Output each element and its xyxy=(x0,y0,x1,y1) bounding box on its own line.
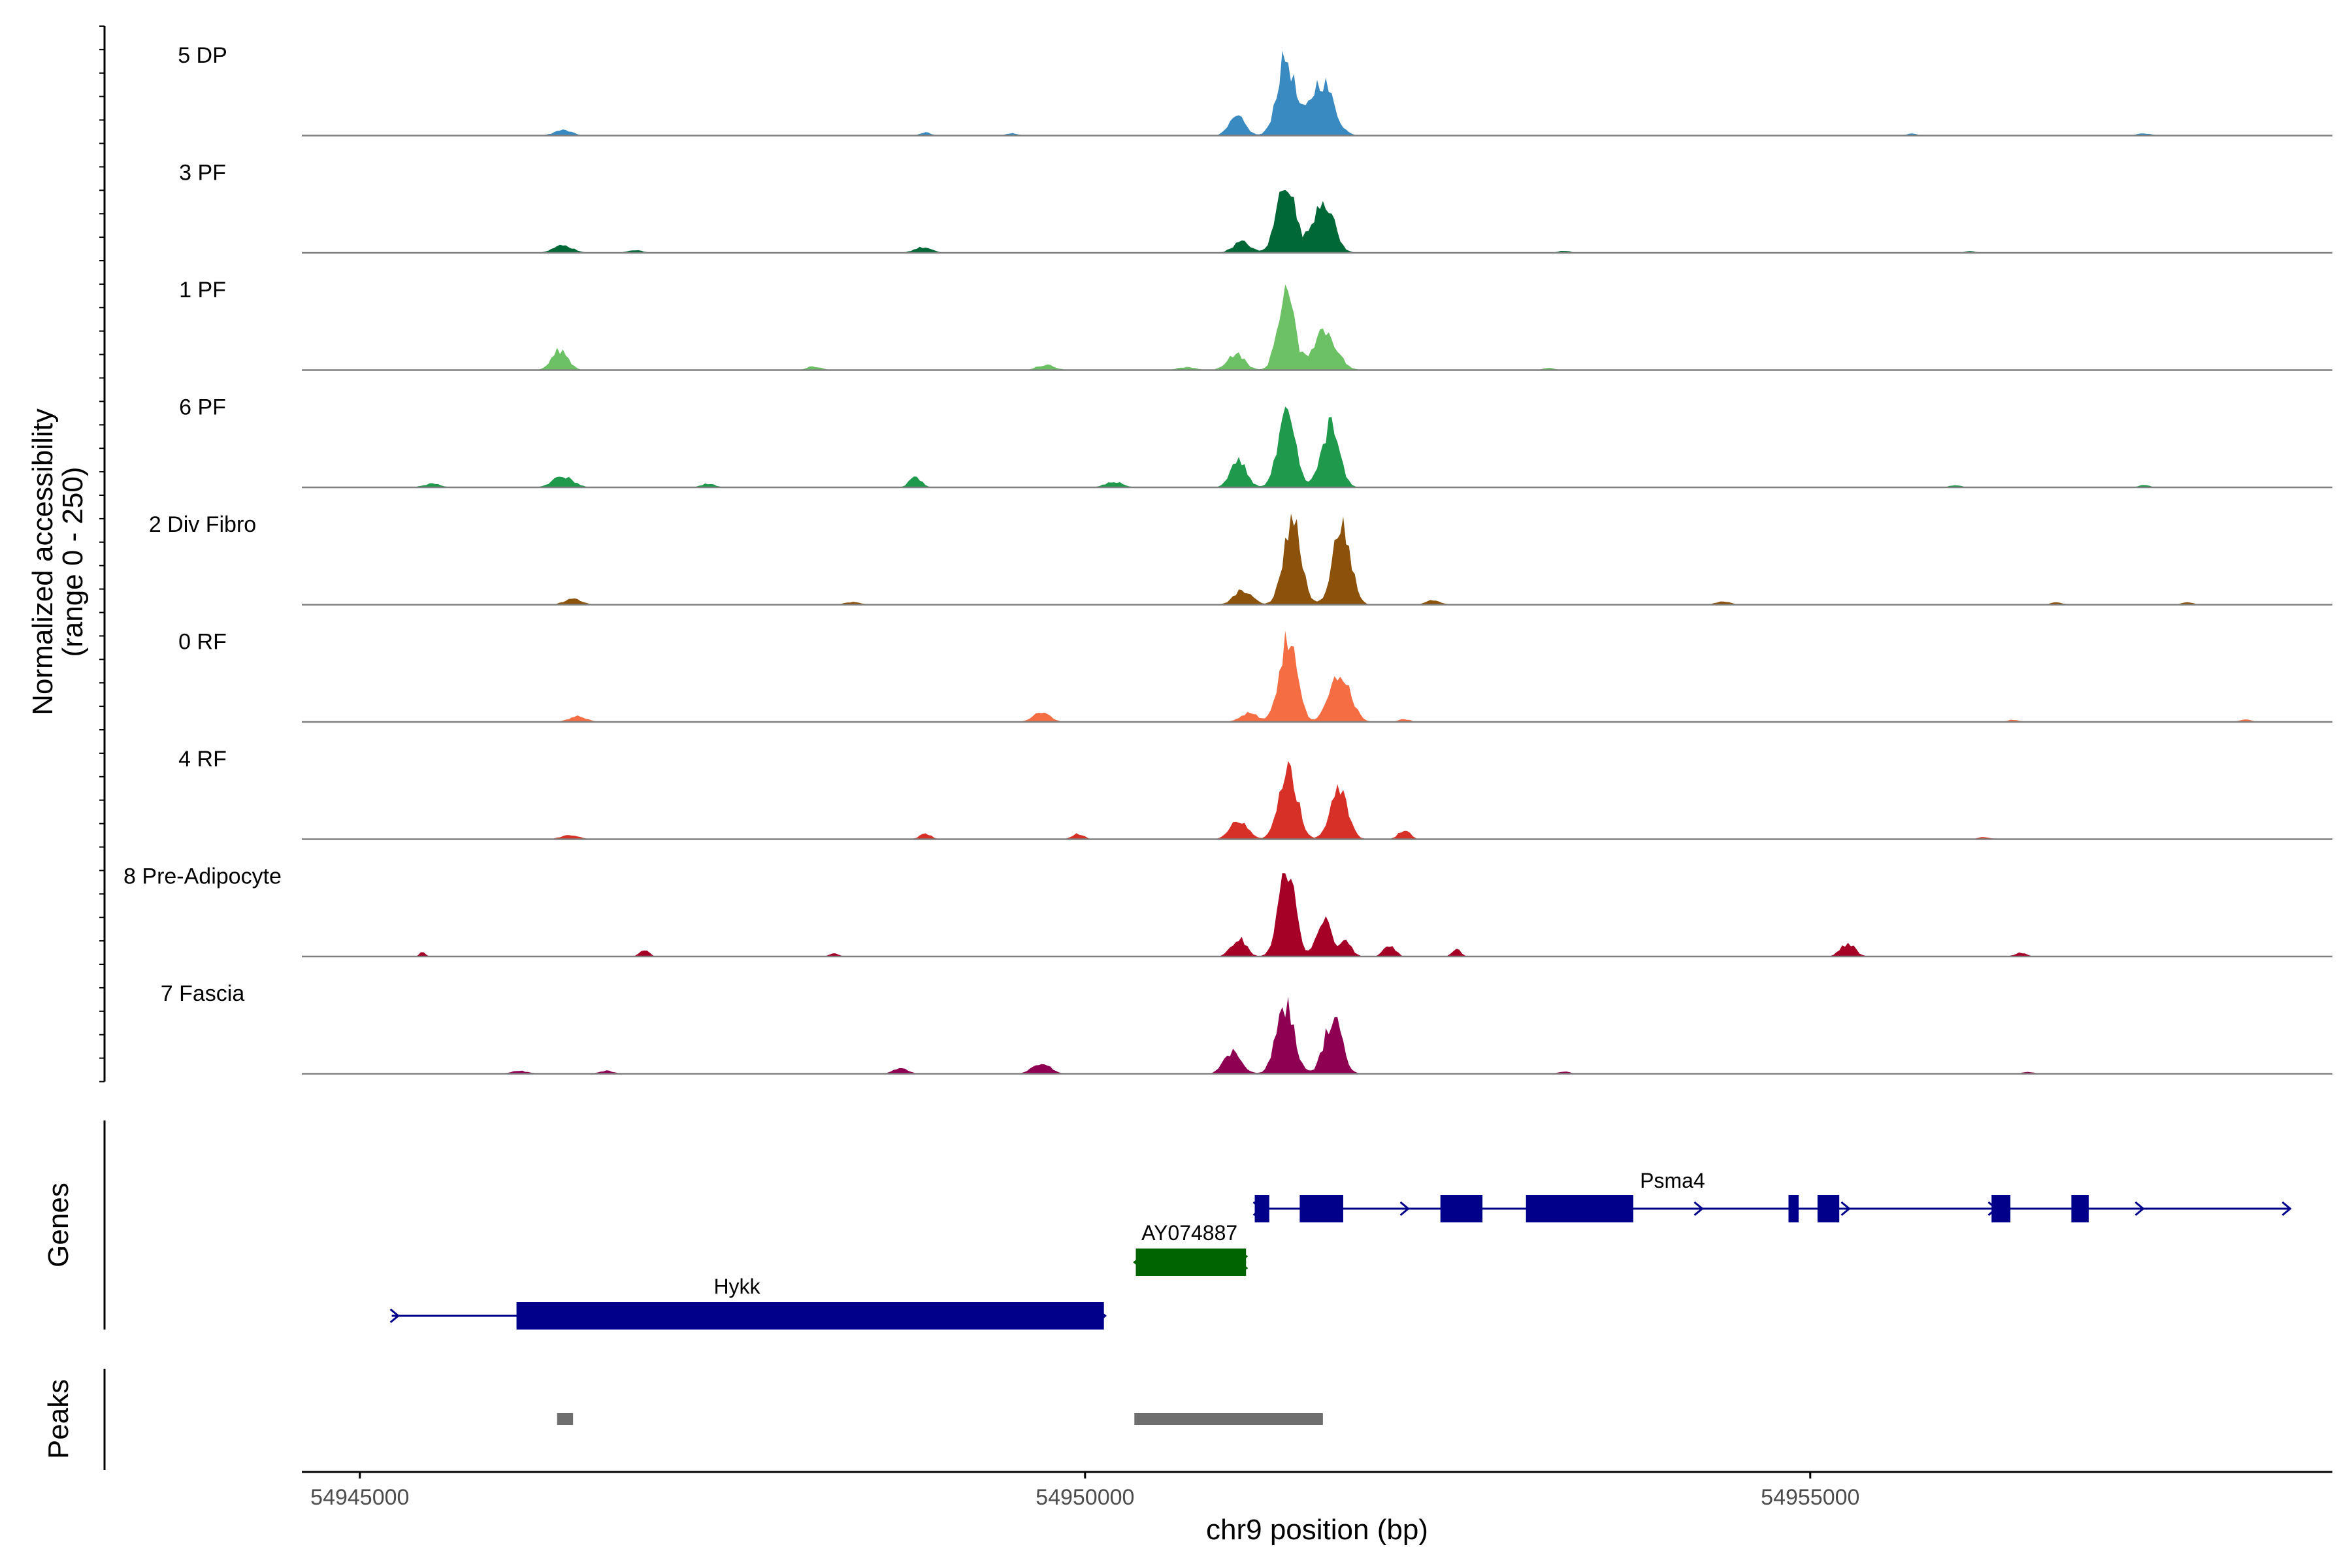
track-7-fascia: 7 Fascia xyxy=(161,981,2332,1075)
track-label: 0 RF xyxy=(178,630,227,655)
y-axis-title-line-2: (range 0 - 250) xyxy=(57,466,89,657)
coverage-tracks: 5 DP 3 PF 1 PF 6 PF 2 Div Fibro 0 RF 4 RF 8 Pre… xyxy=(123,43,2332,1075)
track-label: 3 PF xyxy=(179,161,226,186)
exon-block xyxy=(1788,1195,1799,1222)
track-label: 1 PF xyxy=(179,278,226,302)
exon-block xyxy=(516,1302,1104,1330)
exon-block xyxy=(1526,1195,1633,1222)
strand-arrow xyxy=(2281,1201,2292,1217)
coverage-area xyxy=(302,189,2332,253)
strand-arrow xyxy=(1693,1201,1704,1217)
track-2-div-fibro: 2 Div Fibro xyxy=(149,512,2332,606)
strand-arrow xyxy=(2134,1201,2145,1217)
x-tick-label: 54945000 xyxy=(310,1485,409,1510)
exon-block xyxy=(2071,1195,2089,1222)
y-axis-title: Normalized accessibility (range 0 - 250) xyxy=(27,408,89,715)
peaks-panel-title: Peaks xyxy=(42,1379,74,1459)
track-1-pf: 1 PF xyxy=(179,278,2332,371)
y-axis-title-line-1: Normalized accessibility xyxy=(27,408,59,715)
track-8-pre-adipocyte: 8 Pre-Adipocyte xyxy=(123,864,2332,958)
gene-models: Psma4 AY074887 Hykk xyxy=(389,1169,2292,1330)
gene-label: AY074887 xyxy=(1141,1221,1237,1245)
track-0-rf: 0 RF xyxy=(178,630,2332,723)
x-tick-label: 54955000 xyxy=(1761,1485,1859,1510)
x-axis: 54945000 54950000 54955000 chr9 position (… xyxy=(302,1471,2332,1546)
exon-block xyxy=(1299,1195,1343,1222)
exon-block xyxy=(1254,1195,1269,1222)
strand-arrow xyxy=(1840,1201,1851,1217)
track-label: 7 Fascia xyxy=(161,981,245,1006)
track-label: 4 RF xyxy=(178,747,227,772)
exon-block xyxy=(1991,1195,2011,1222)
x-tick-label: 54950000 xyxy=(1036,1485,1134,1510)
exon-block xyxy=(1817,1195,1840,1222)
peak-regions xyxy=(557,1413,1323,1425)
gene-label: Hykk xyxy=(713,1275,760,1298)
gene-psma4: Psma4 xyxy=(1252,1169,2292,1222)
track-label: 2 Div Fibro xyxy=(149,512,256,537)
strand-arrow xyxy=(1399,1201,1410,1217)
gene-hykk: Hykk xyxy=(389,1275,1107,1330)
track-5-dp: 5 DP xyxy=(178,43,2332,137)
coverage-y-axis xyxy=(99,25,106,1083)
x-axis-title: chr9 position (bp) xyxy=(1206,1514,1428,1546)
gene-ay074887: AY074887 xyxy=(1133,1221,1249,1276)
coverage-area xyxy=(302,284,2332,370)
peak-region xyxy=(557,1413,574,1425)
exon-block xyxy=(1440,1195,1483,1222)
exon-block xyxy=(1135,1249,1247,1276)
track-label: 6 PF xyxy=(179,395,226,420)
peak-region xyxy=(1134,1413,1323,1425)
peaks-panel: Peaks xyxy=(42,1369,1323,1470)
track-3-pf: 3 PF xyxy=(179,161,2332,254)
track-4-rf: 4 RF xyxy=(178,747,2332,840)
strand-arrow xyxy=(389,1308,400,1324)
peaks-title-text: Peaks xyxy=(42,1379,74,1459)
genes-panel: Genes Psma4 AY074887 Hykk xyxy=(42,1120,2292,1330)
track-6-pf: 6 PF xyxy=(179,395,2332,489)
coverage-area xyxy=(302,873,2332,956)
genes-panel-title: Genes xyxy=(42,1183,74,1267)
track-label: 8 Pre-Adipocyte xyxy=(123,864,282,889)
x-axis-ticks: 54945000 54950000 54955000 xyxy=(310,1472,1859,1510)
gene-label: Psma4 xyxy=(1640,1169,1705,1192)
coverage-area xyxy=(302,406,2332,487)
track-label: 5 DP xyxy=(178,43,227,68)
coverage-area xyxy=(302,50,2332,136)
genes-title-text: Genes xyxy=(42,1183,74,1267)
